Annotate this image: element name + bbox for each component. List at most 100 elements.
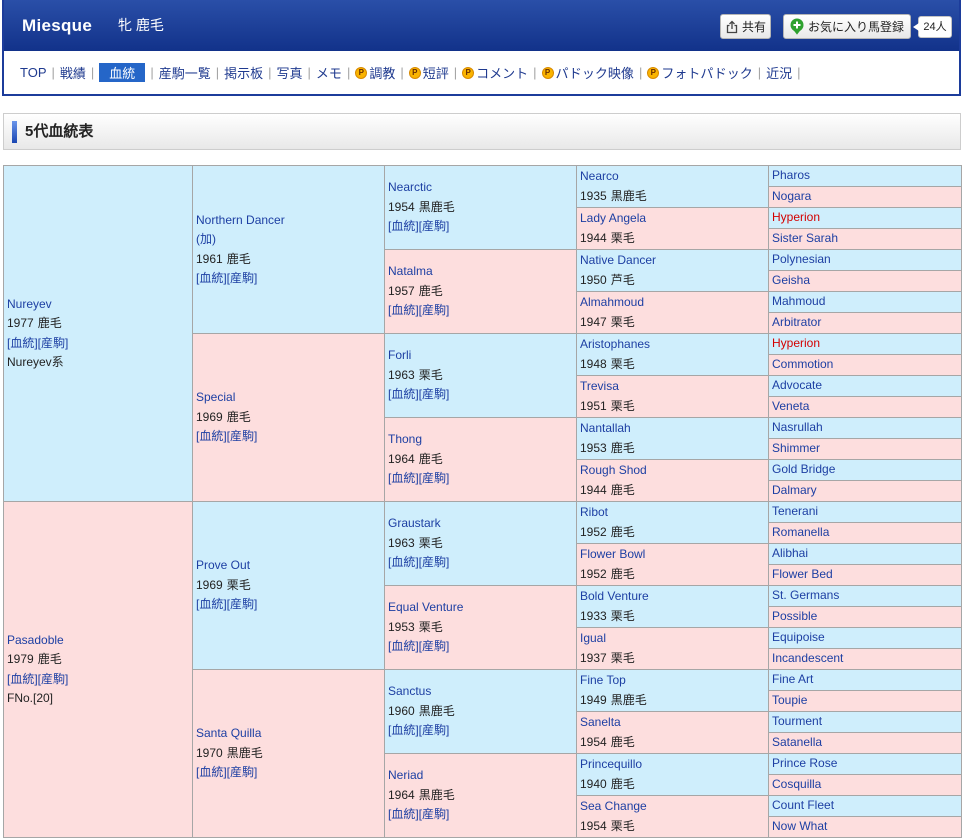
horse-name-link[interactable]: Romanella: [772, 525, 830, 540]
horse-name-link[interactable]: Veneta: [772, 399, 810, 414]
horse-name-link[interactable]: Flower Bowl: [580, 547, 646, 561]
horse-name-link[interactable]: Fine Top: [580, 673, 626, 687]
horse-name-link[interactable]: Commotion: [772, 357, 834, 372]
horse-name-link[interactable]: Graustark: [388, 516, 441, 531]
nav-memo[interactable]: メモ: [315, 66, 342, 81]
horse-name-link[interactable]: Arbitrator: [772, 315, 822, 330]
horse-name-link[interactable]: Polynesian: [772, 252, 831, 267]
horse-name-link[interactable]: Geisha: [772, 273, 811, 288]
pedigree-link[interactable]: [血統]: [388, 219, 419, 234]
pedigree-link[interactable]: [血統]: [388, 303, 419, 318]
offspring-link[interactable]: [産駒]: [226, 271, 258, 285]
nav-photos[interactable]: 写真: [276, 66, 303, 81]
nav-bbs[interactable]: 掲示板: [224, 66, 264, 81]
horse-name-link[interactable]: Sanctus: [388, 684, 432, 699]
horse-name-link[interactable]: Gold Bridge: [772, 462, 836, 477]
horse-name-link[interactable]: Northern Dancer: [196, 212, 285, 227]
pedigree-link[interactable]: [血統]: [388, 807, 419, 822]
pedigree-link[interactable]: [血統]: [196, 765, 227, 780]
offspring-link[interactable]: [産駒]: [418, 555, 450, 570]
horse-name-link[interactable]: Ribot: [580, 505, 609, 519]
horse-name-link[interactable]: Now What: [772, 819, 828, 834]
nav-results[interactable]: 戦績: [59, 66, 86, 81]
horse-name-link[interactable]: Count Fleet: [772, 798, 835, 813]
offspring-link[interactable]: [産駒]: [418, 387, 450, 402]
horse-name-link[interactable]: Hyperion: [772, 210, 821, 225]
horse-name-link[interactable]: Tenerani: [772, 504, 819, 519]
horse-name-link[interactable]: Special: [196, 390, 236, 405]
horse-name-link[interactable]: Pharos: [772, 168, 811, 183]
nav-offspring-list[interactable]: 産駒一覧: [158, 66, 211, 81]
pedigree-link[interactable]: [血統]: [388, 723, 419, 738]
horse-name-link[interactable]: Thong: [388, 432, 423, 447]
nav-comment[interactable]: P コメント: [462, 63, 528, 82]
offspring-link[interactable]: [産駒]: [37, 671, 69, 686]
pedigree-link[interactable]: [血統]: [388, 555, 419, 570]
nav-pedigree[interactable]: 血統: [99, 63, 146, 82]
pedigree-link[interactable]: [血統]: [196, 429, 227, 444]
horse-name-link[interactable]: Equipoise: [772, 630, 825, 645]
nav-paddock-video[interactable]: P パドック映像: [541, 63, 634, 82]
horse-name-link[interactable]: Advocate: [772, 378, 823, 393]
share-button[interactable]: 共有: [720, 14, 771, 39]
horse-name-link[interactable]: Incandescent: [772, 651, 844, 666]
horse-name-link[interactable]: Tourment: [772, 714, 823, 729]
horse-name-link[interactable]: Igual: [580, 631, 607, 645]
offspring-link[interactable]: [産駒]: [37, 335, 69, 350]
horse-name-link[interactable]: Neriad: [388, 768, 424, 783]
offspring-link[interactable]: [産駒]: [226, 765, 258, 780]
horse-name-link[interactable]: Sanelta: [580, 715, 621, 729]
horse-name-link[interactable]: Nureyev: [7, 296, 52, 311]
pedigree-link[interactable]: [血統]: [196, 597, 227, 612]
horse-name-link[interactable]: Nasrullah: [772, 420, 823, 435]
horse-name-link[interactable]: Pasadoble: [7, 632, 64, 647]
horse-name-link[interactable]: Rough Shod: [580, 463, 647, 477]
horse-name-link[interactable]: Possible: [772, 609, 818, 624]
nav-recent[interactable]: 近況: [766, 66, 793, 81]
horse-name-link[interactable]: Sister Sarah: [772, 231, 839, 246]
offspring-link[interactable]: [産駒]: [418, 303, 450, 318]
horse-name-link[interactable]: Nearctic: [388, 180, 433, 195]
horse-name-link[interactable]: Lady Angela: [580, 211, 647, 225]
offspring-link[interactable]: [産駒]: [226, 597, 258, 612]
horse-name-link[interactable]: Bold Venture: [580, 589, 649, 603]
horse-name-link[interactable]: Nearco: [580, 169, 619, 183]
horse-name-link[interactable]: Prove Out: [196, 558, 251, 573]
horse-name-link[interactable]: Native Dancer: [580, 253, 657, 267]
horse-name-link[interactable]: Forli: [388, 348, 412, 363]
horse-name-link[interactable]: Flower Bed: [772, 567, 833, 582]
horse-name-link[interactable]: Equal Venture: [388, 600, 464, 615]
pedigree-link[interactable]: [血統]: [388, 387, 419, 402]
horse-name-link[interactable]: Nantallah: [580, 421, 631, 435]
pedigree-link[interactable]: [血統]: [196, 271, 227, 285]
nav-photo-paddock[interactable]: P フォトパドック: [647, 63, 753, 82]
offspring-link[interactable]: [産駒]: [418, 471, 450, 486]
horse-name-link[interactable]: Prince Rose: [772, 756, 838, 771]
horse-name-link[interactable]: Trevisa: [580, 379, 619, 393]
pedigree-link[interactable]: [血統]: [7, 335, 38, 350]
horse-name-link[interactable]: Shimmer: [772, 441, 821, 456]
horse-name-link[interactable]: Mahmoud: [772, 294, 826, 309]
offspring-link[interactable]: [産駒]: [418, 639, 450, 654]
horse-name-link[interactable]: Hyperion: [772, 336, 821, 351]
pedigree-link[interactable]: [血統]: [7, 671, 38, 686]
horse-name-link[interactable]: St. Germans: [772, 588, 840, 603]
horse-name-link[interactable]: Nogara: [772, 189, 812, 204]
horse-name-link[interactable]: Dalmary: [772, 483, 817, 498]
horse-name-link[interactable]: Sea Change: [580, 799, 647, 813]
favorite-register-button[interactable]: お気に入り馬登録: [783, 14, 911, 39]
horse-name-link[interactable]: Fine Art: [772, 672, 814, 687]
offspring-link[interactable]: [産駒]: [418, 723, 450, 738]
offspring-link[interactable]: [産駒]: [418, 219, 450, 234]
pedigree-link[interactable]: [血統]: [388, 471, 419, 486]
offspring-link[interactable]: [産駒]: [226, 429, 258, 444]
nav-short-review[interactable]: P 短評: [408, 63, 449, 82]
horse-name-link[interactable]: Natalma: [388, 264, 433, 279]
nav-training[interactable]: P 調教: [355, 63, 395, 82]
offspring-link[interactable]: [産駒]: [418, 807, 450, 822]
nav-top[interactable]: TOP: [20, 65, 47, 80]
horse-name-link[interactable]: Toupie: [772, 693, 808, 708]
horse-name-link[interactable]: Alibhai: [772, 546, 809, 561]
horse-name-link[interactable]: Almahmoud: [580, 295, 645, 309]
pedigree-link[interactable]: [血統]: [388, 639, 419, 654]
